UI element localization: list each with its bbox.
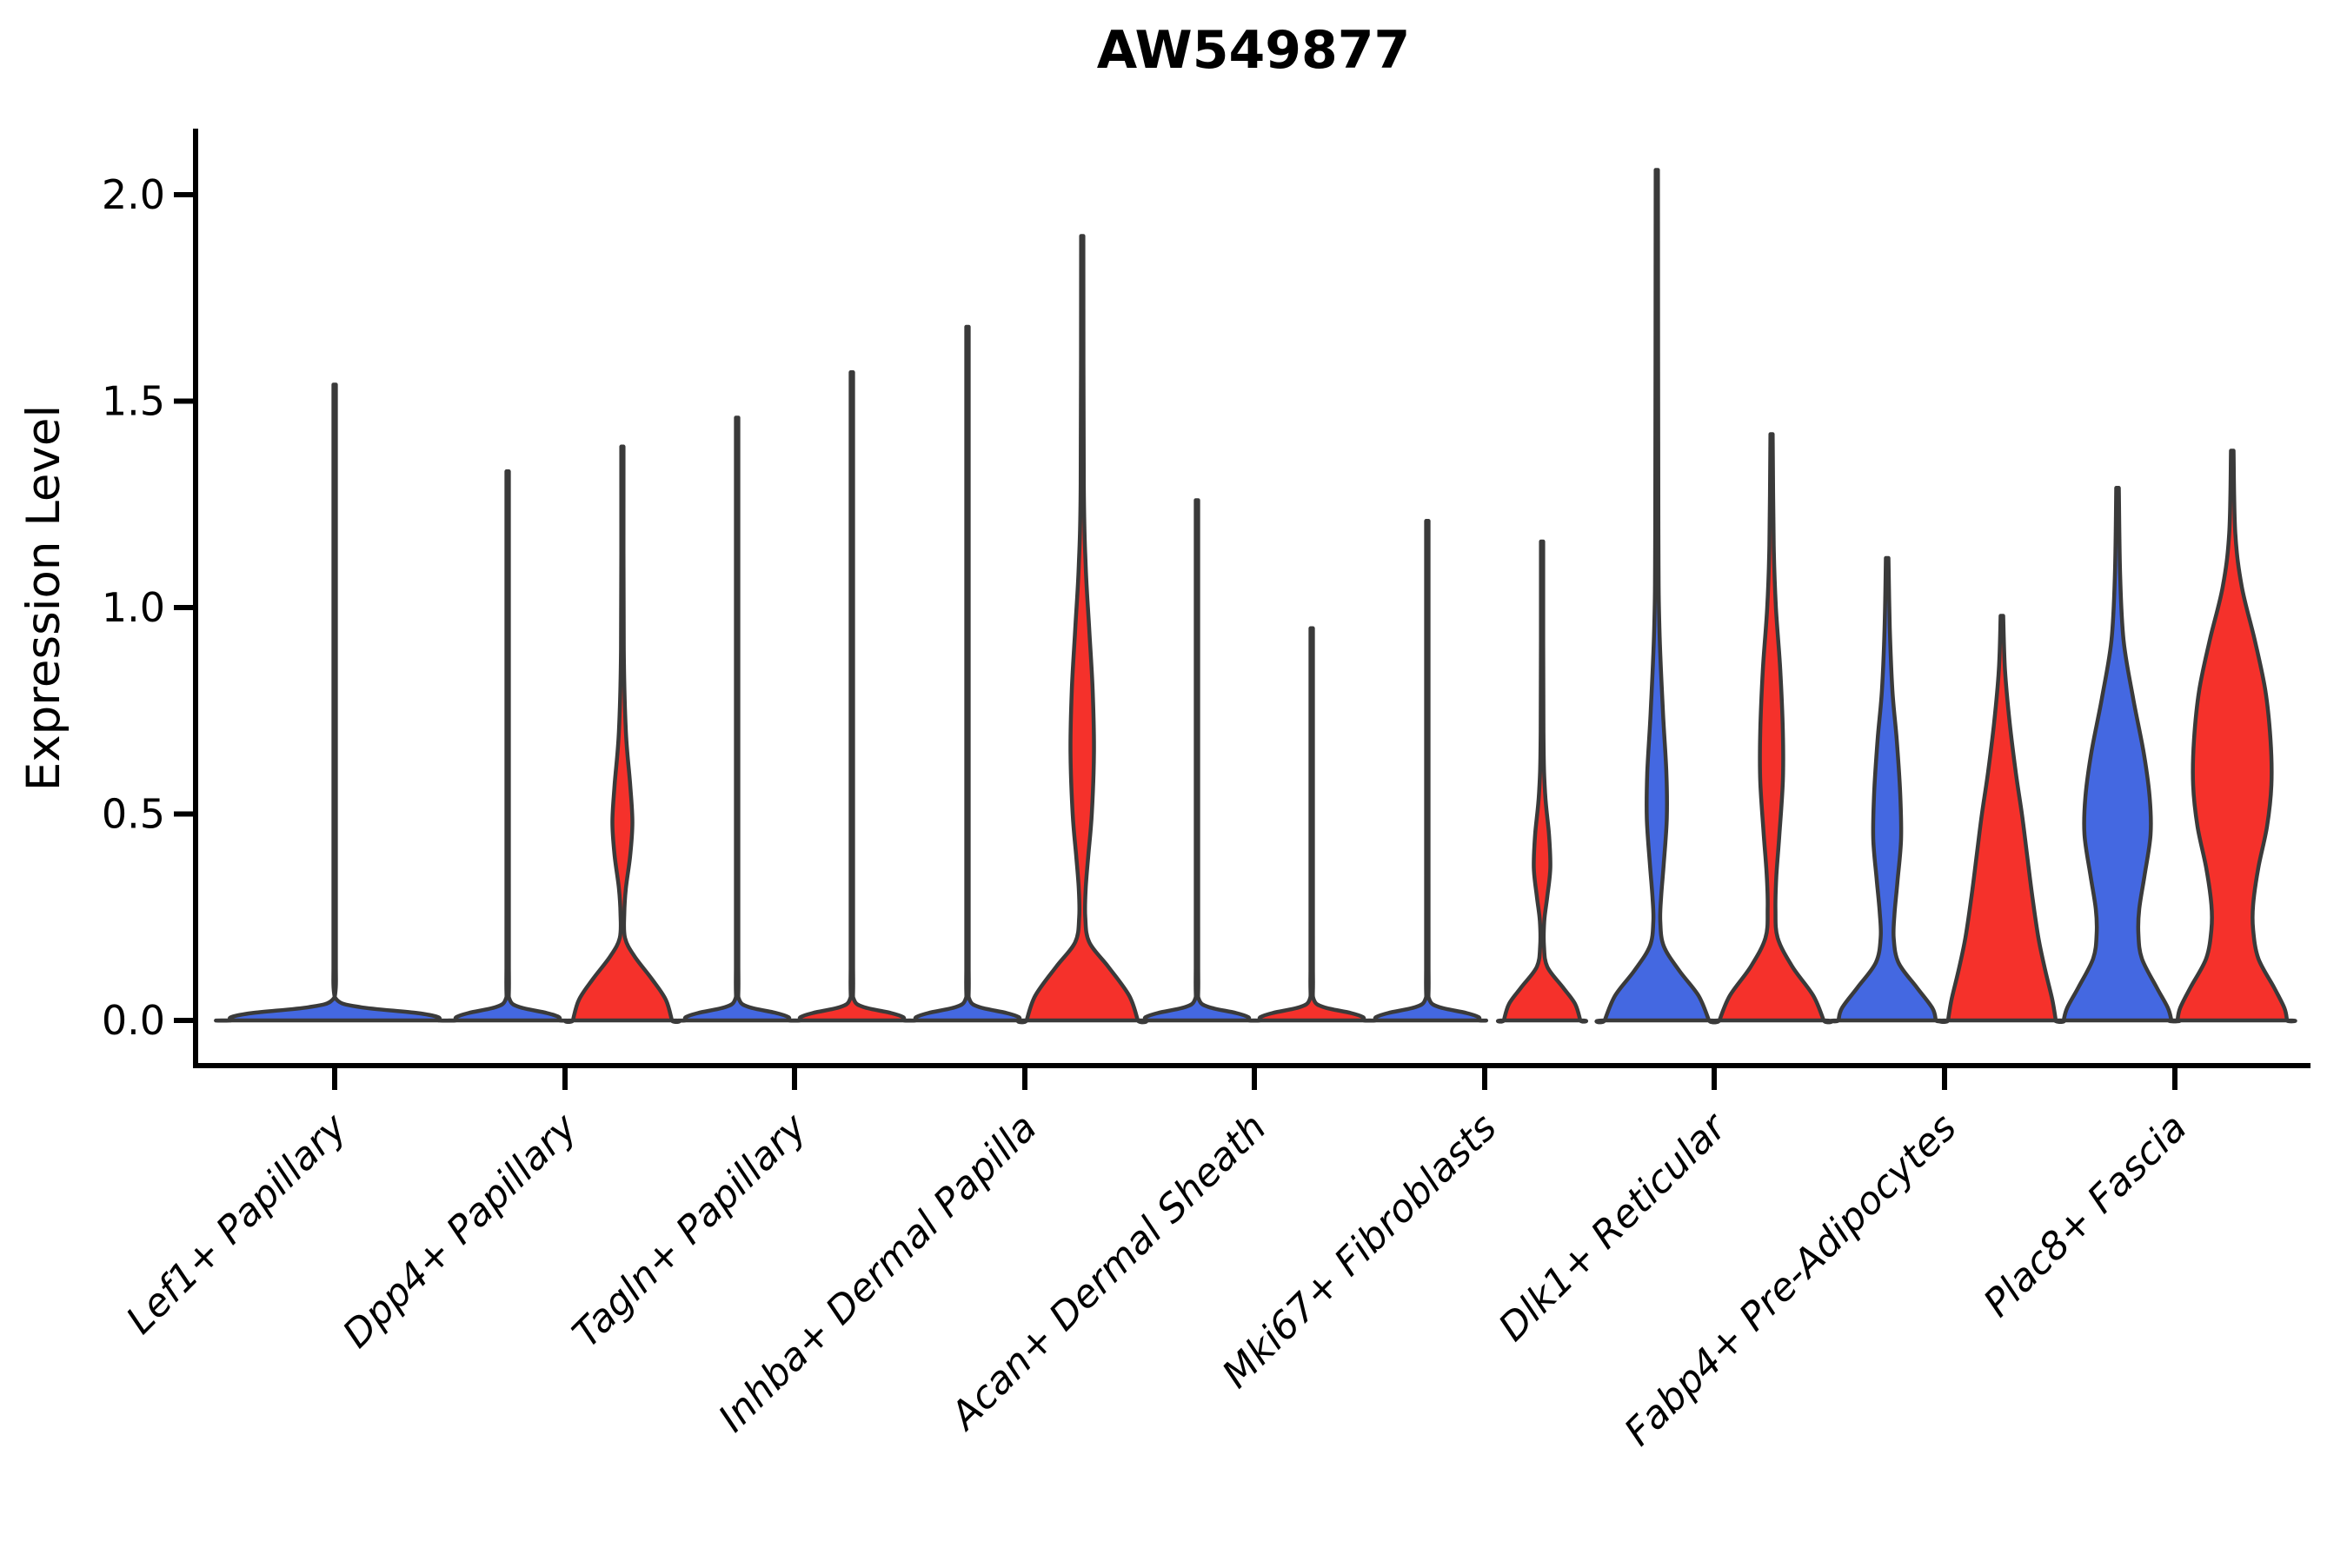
violin-Inhba+-right (1015, 234, 1149, 1025)
violin-Mki67+-left (1366, 519, 1488, 1023)
y-axis-ticks: 0.0 0.5 1.0 1.5 2.0 (102, 171, 196, 1044)
violin-Plac8+-right (2167, 448, 2297, 1024)
y-tick-label: 2.0 (102, 171, 165, 218)
y-tick-label: 0.5 (102, 791, 165, 838)
violin-Inhba+-left (907, 324, 1028, 1023)
x-tick-label: Dlk1+ Reticular (1490, 1104, 1736, 1350)
violin-Fabp4+-right (1938, 614, 2066, 1025)
chart-title: AW549877 (1097, 20, 1410, 81)
violin-Fabp4+-left (1829, 555, 1945, 1024)
y-tick-label: 1.5 (102, 378, 165, 425)
violin-Tagln+-right (791, 370, 913, 1023)
violin-Acan+-right (1251, 626, 1373, 1023)
violins-group (214, 168, 2297, 1025)
violin-Tagln+-left (676, 415, 798, 1023)
violin-Dlk1+-left (1594, 168, 1719, 1025)
y-axis-label: Expression Level (17, 405, 70, 791)
x-tick-label: Plac8+ Fascia (1975, 1106, 2195, 1325)
y-tick-label: 1.0 (102, 584, 165, 631)
violin-Lef1+-full (214, 382, 455, 1023)
x-tick-label: Tagln+ Papillary (564, 1105, 815, 1356)
y-tick-label: 0.0 (102, 997, 165, 1044)
x-tick-label: Lef1+ Papillary (118, 1105, 356, 1343)
violin-Plac8+-left (2053, 486, 2182, 1024)
violin-Acan+-left (1136, 498, 1258, 1023)
violin-Dpp4+-left (447, 469, 568, 1023)
x-tick-label: Dpp4+ Papillary (335, 1105, 587, 1357)
violin-Dpp4+-right (563, 444, 681, 1025)
violin-Dlk1+-right (1709, 432, 1834, 1025)
violin-Mki67+-right (1496, 539, 1588, 1024)
